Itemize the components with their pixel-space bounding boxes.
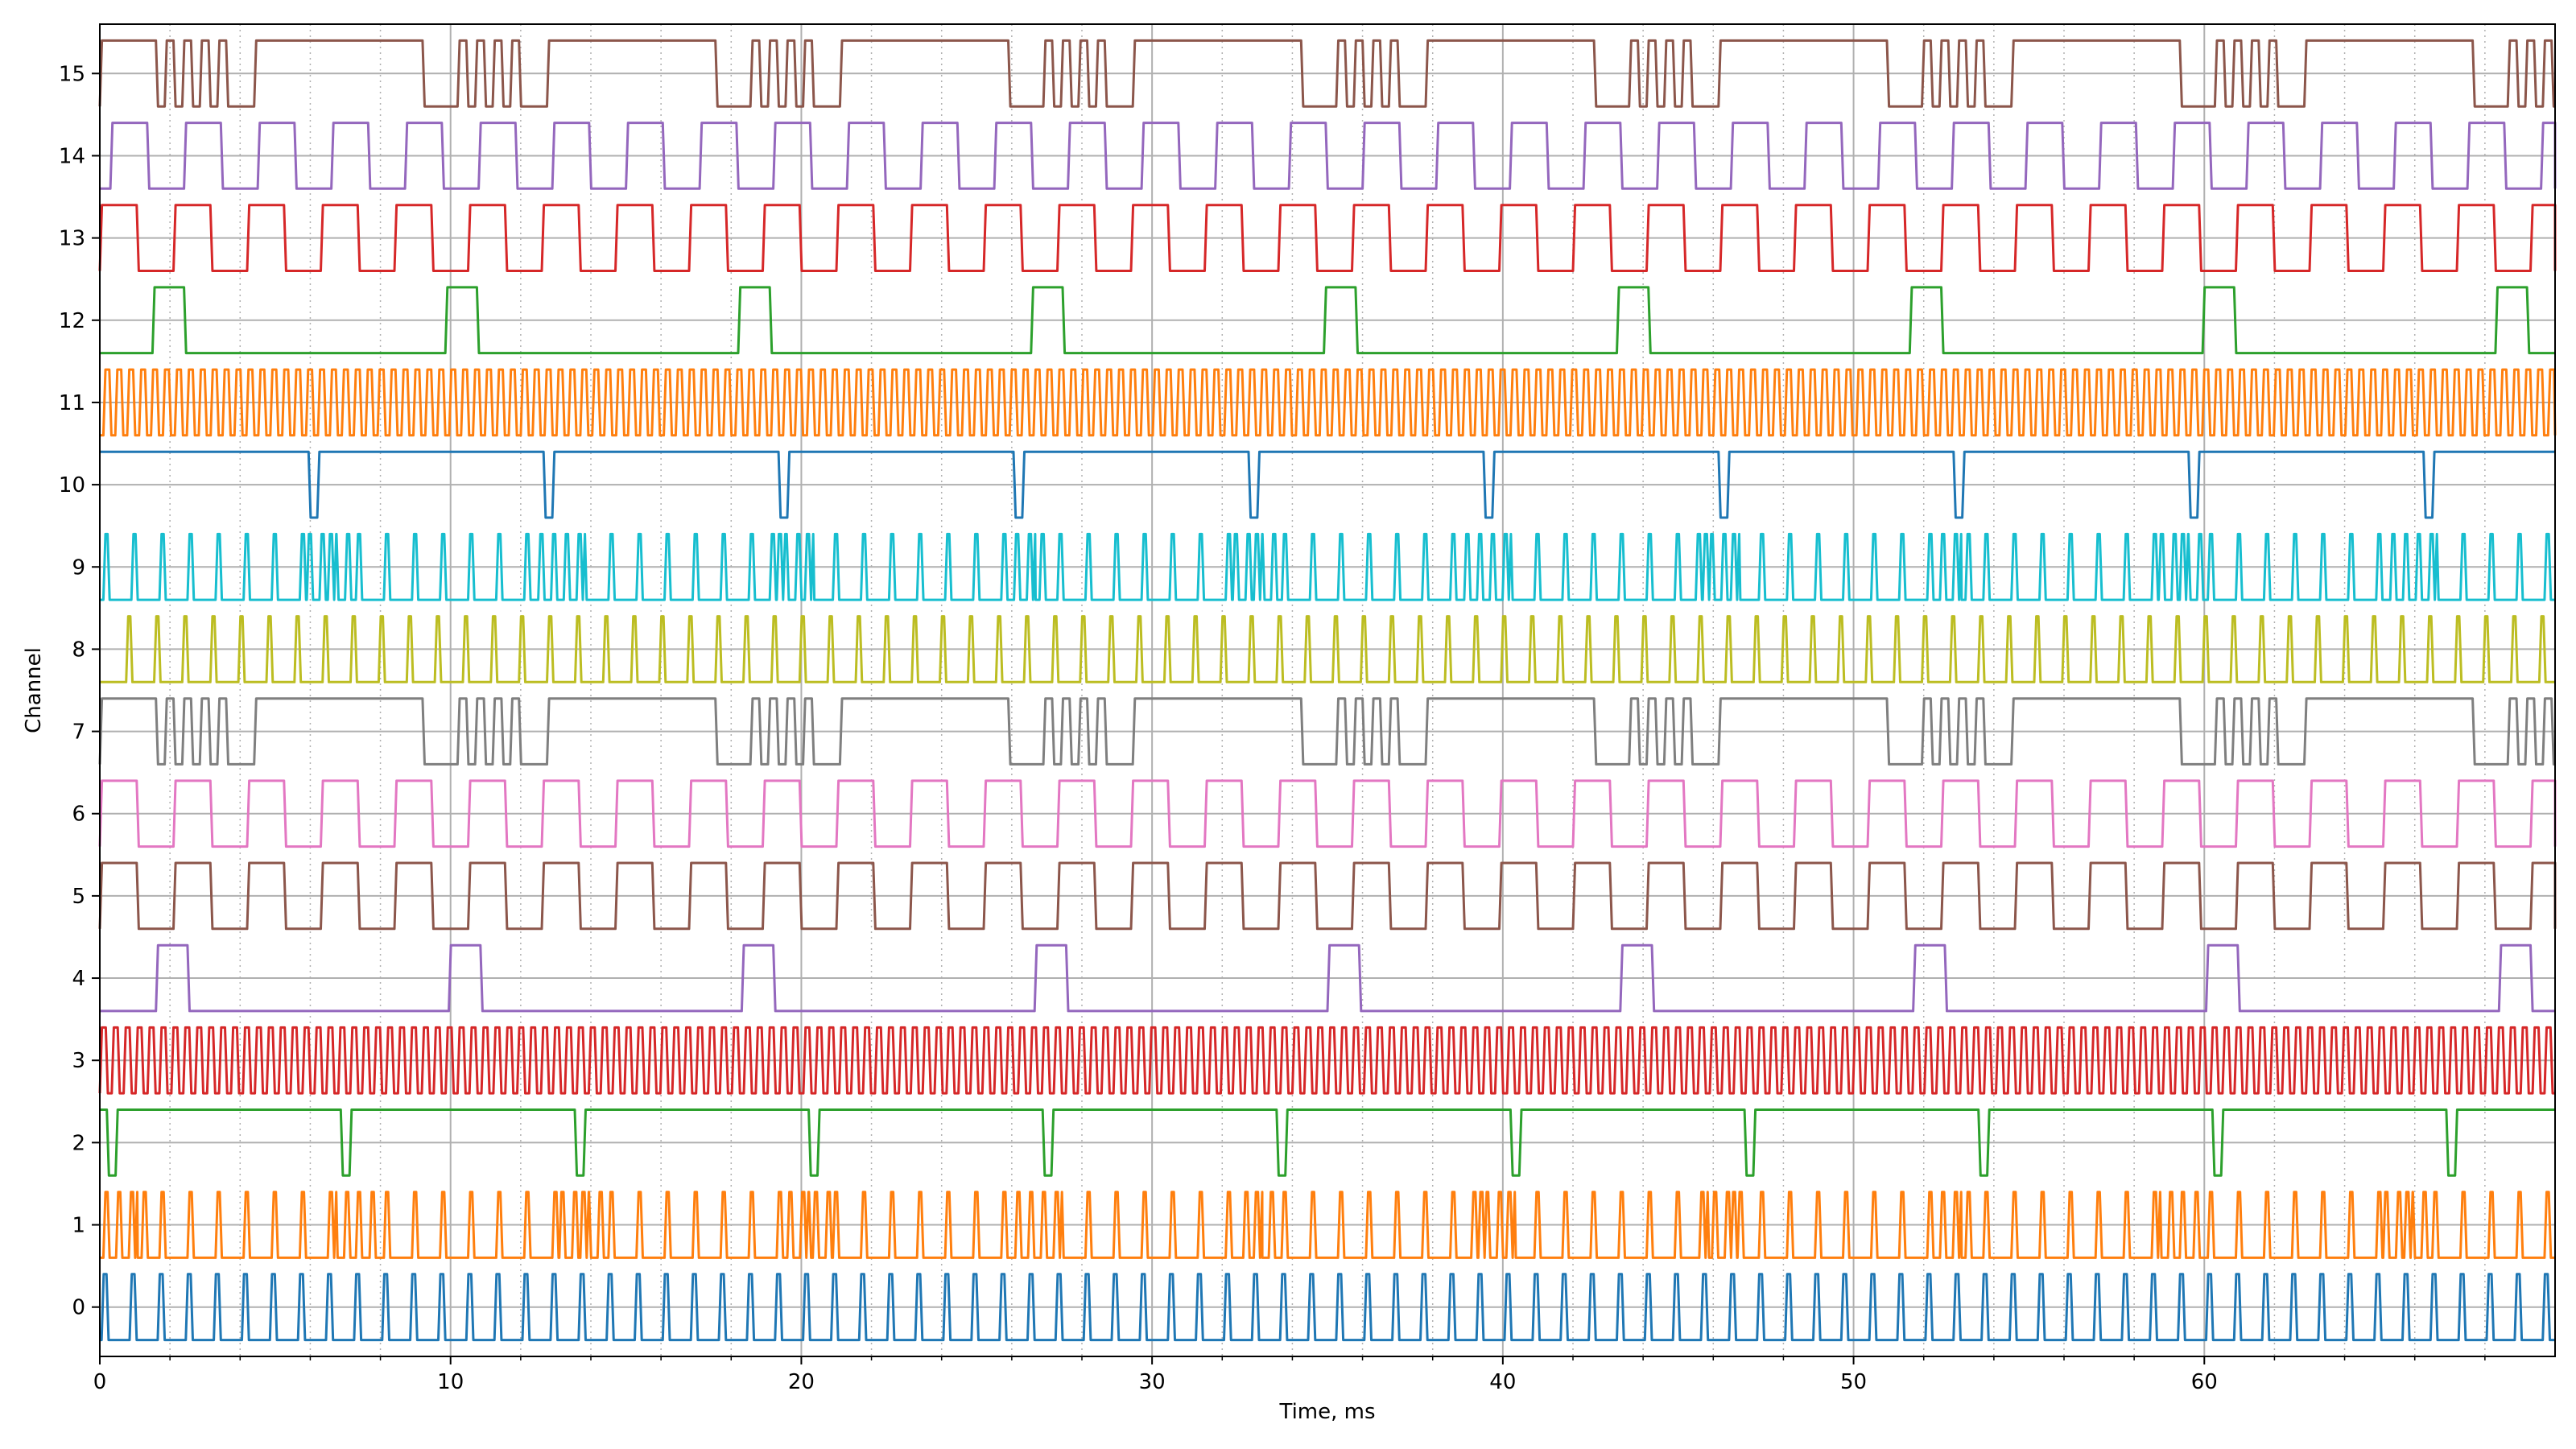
y-tick-label: 7 bbox=[72, 720, 85, 745]
x-tick-label: 10 bbox=[437, 1370, 464, 1394]
y-tick-label: 12 bbox=[59, 309, 85, 333]
x-axis-ticks: 0 10 20 30 40 50 60 bbox=[93, 1356, 2486, 1394]
y-axis-label: Channel bbox=[22, 647, 46, 733]
x-tick-label: 0 bbox=[93, 1370, 107, 1394]
x-tick-label: 60 bbox=[2191, 1370, 2218, 1394]
y-tick-label: 6 bbox=[72, 803, 85, 827]
y-tick-label: 14 bbox=[59, 144, 85, 168]
channel-8-trace bbox=[100, 615, 2555, 683]
channel-9-trace bbox=[100, 532, 2555, 601]
y-tick-label: 0 bbox=[72, 1296, 85, 1320]
y-tick-label: 5 bbox=[72, 885, 85, 909]
x-axis-label: Time, ms bbox=[1278, 1400, 1375, 1424]
y-tick-label: 3 bbox=[72, 1049, 85, 1073]
y-tick-label: 15 bbox=[59, 62, 85, 86]
y-tick-label: 1 bbox=[72, 1214, 85, 1238]
channel-12-trace bbox=[100, 286, 2555, 355]
grid-lines bbox=[99, 24, 2555, 1356]
channel-14-trace bbox=[100, 122, 2557, 190]
y-tick-label: 9 bbox=[72, 555, 85, 580]
channel-5-trace bbox=[98, 861, 2557, 931]
x-tick-label: 30 bbox=[1139, 1370, 1166, 1394]
x-tick-label: 40 bbox=[1489, 1370, 1516, 1394]
channel-10-trace bbox=[100, 450, 2555, 519]
channel-11-trace bbox=[100, 368, 2557, 437]
y-tick-label: 10 bbox=[59, 473, 85, 497]
y-tick-label: 11 bbox=[59, 391, 85, 415]
plot-frame bbox=[99, 23, 2556, 1357]
y-tick-label: 8 bbox=[72, 638, 85, 662]
y-tick-label: 13 bbox=[59, 227, 85, 251]
x-tick-label: 50 bbox=[1840, 1370, 1867, 1394]
channel-2-trace bbox=[100, 1108, 2555, 1177]
channel-6-trace bbox=[98, 779, 2557, 848]
x-tick-label: 20 bbox=[788, 1370, 815, 1394]
channel-1-trace bbox=[100, 1191, 2555, 1259]
channel-4-trace bbox=[100, 943, 2555, 1013]
channel-0-trace bbox=[100, 1273, 2555, 1342]
channel-3-trace bbox=[98, 1026, 2555, 1095]
channel-traces bbox=[98, 39, 2557, 1342]
channel-7-trace bbox=[98, 697, 2555, 766]
y-tick-label: 4 bbox=[72, 967, 85, 991]
channel-15-trace bbox=[98, 39, 2555, 108]
channel-13-trace bbox=[98, 204, 2557, 272]
y-tick-label: 2 bbox=[72, 1131, 85, 1155]
